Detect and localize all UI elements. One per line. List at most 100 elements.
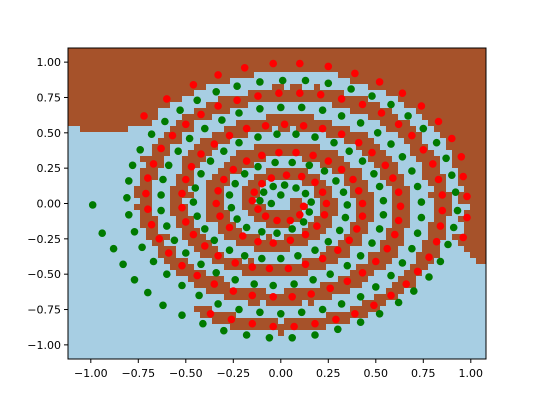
region-cell: [86, 54, 93, 61]
region-cell: [326, 144, 333, 151]
region-cell: [410, 216, 417, 223]
region-cell: [386, 234, 393, 241]
region-cell: [248, 138, 255, 145]
region-cell: [410, 192, 417, 199]
region-cell: [440, 72, 447, 79]
green-point: [163, 222, 171, 230]
region-cell: [278, 144, 285, 151]
region-cell: [392, 84, 399, 91]
region-cell: [284, 156, 291, 163]
red-point: [307, 290, 316, 298]
region-cell: [134, 168, 141, 175]
region-cell: [326, 132, 333, 139]
region-cell: [284, 342, 291, 349]
region-cell: [326, 186, 333, 193]
green-point: [305, 161, 314, 170]
region-cell: [428, 90, 435, 97]
region-cell: [134, 216, 141, 223]
region-cell: [248, 270, 255, 277]
region-cell: [410, 336, 417, 343]
region-cell: [224, 174, 231, 181]
region-cell: [170, 312, 177, 319]
region-cell: [380, 180, 387, 187]
region-cell: [230, 54, 237, 61]
region-cell: [398, 48, 405, 55]
region-cell: [188, 216, 195, 223]
region-cell: [290, 252, 297, 259]
region-cell: [398, 60, 405, 67]
region-cell: [152, 318, 159, 325]
region-cell: [464, 288, 471, 295]
region-cell: [200, 234, 207, 241]
region-cell: [446, 114, 453, 121]
region-cell: [122, 174, 129, 181]
red-point: [254, 205, 262, 213]
region-cell: [260, 312, 267, 319]
region-cell: [332, 354, 339, 359]
region-cell: [350, 138, 357, 145]
region-cell: [308, 48, 315, 55]
region-cell: [104, 84, 111, 91]
region-cell: [404, 198, 411, 205]
region-cell: [362, 348, 369, 355]
region-cell: [416, 108, 423, 115]
green-point: [250, 280, 258, 288]
red-point: [377, 109, 386, 117]
region-cell: [80, 156, 87, 163]
region-cell: [476, 324, 483, 331]
region-cell: [140, 252, 147, 259]
region-cell: [236, 126, 243, 133]
region-cell: [80, 276, 87, 283]
region-cell: [92, 126, 99, 133]
region-cell: [476, 126, 483, 133]
region-cell: [194, 102, 201, 109]
region-cell: [440, 342, 447, 349]
region-cell: [146, 78, 153, 85]
region-cell: [416, 156, 423, 163]
region-cell: [308, 312, 315, 319]
red-point: [269, 59, 278, 68]
region-cell: [476, 90, 483, 97]
region-cell: [332, 132, 339, 139]
region-cell: [146, 318, 153, 325]
region-cell: [128, 312, 135, 319]
region-cell: [476, 342, 483, 349]
region-cell: [476, 102, 483, 109]
region-cell: [362, 246, 369, 253]
region-cell: [290, 354, 297, 359]
region-cell: [146, 192, 153, 199]
region-cell: [194, 282, 201, 289]
region-cell: [194, 84, 201, 91]
region-cell: [446, 72, 453, 79]
region-cell: [332, 312, 339, 319]
region-cell: [242, 228, 249, 235]
region-cell: [272, 192, 279, 199]
region-cell: [368, 198, 375, 205]
region-cell: [392, 210, 399, 217]
region-cell: [182, 96, 189, 103]
region-cell: [446, 168, 453, 175]
region-cell: [266, 306, 273, 313]
region-cell: [314, 78, 321, 85]
region-cell: [260, 102, 267, 109]
region-cell: [404, 246, 411, 253]
region-cell: [380, 270, 387, 277]
region-cell: [146, 126, 153, 133]
region-cell: [266, 78, 273, 85]
region-cell: [254, 114, 261, 121]
region-cell: [110, 282, 117, 289]
region-cell: [374, 222, 381, 229]
region-cell: [206, 204, 213, 211]
region-cell: [416, 48, 423, 55]
region-cell: [398, 342, 405, 349]
region-cell: [110, 192, 117, 199]
region-cell: [374, 72, 381, 79]
region-cell: [308, 114, 315, 121]
region-cell: [254, 138, 261, 145]
region-cell: [338, 324, 345, 331]
region-cell: [158, 240, 165, 247]
region-cell: [182, 294, 189, 301]
region-cell: [458, 198, 465, 205]
region-cell: [368, 252, 375, 259]
region-cell: [194, 144, 201, 151]
